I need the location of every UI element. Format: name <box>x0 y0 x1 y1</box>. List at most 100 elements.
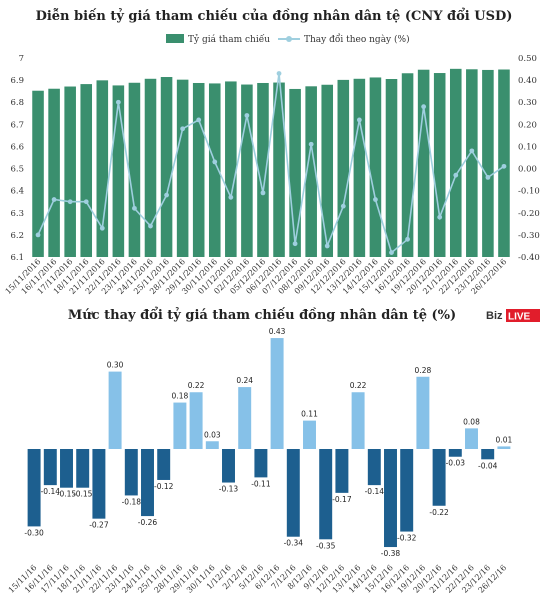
bottom-data-label: 0.43 <box>269 327 286 336</box>
bottom-bar <box>205 441 219 449</box>
change-point <box>276 71 282 76</box>
legend-line-label: Thay đổi theo ngày (%) <box>304 33 410 45</box>
top-bar <box>48 88 60 258</box>
bottom-data-label: -0.15 <box>73 490 93 499</box>
left-y-tick: 6.8 <box>10 98 24 108</box>
top-chart-bars <box>32 68 510 258</box>
change-point <box>212 159 218 165</box>
bottom-data-label: -0.17 <box>332 495 352 504</box>
bottom-data-label: -0.22 <box>429 508 449 517</box>
change-point <box>51 197 57 202</box>
bottom-data-label: 0.03 <box>204 430 221 439</box>
top-bar <box>80 84 93 257</box>
top-chart-title: Diễn biến tỷ giá tham chiếu của đồng nhâ… <box>36 8 513 24</box>
change-point <box>324 243 330 249</box>
brand-suffix: LIVE <box>508 312 531 323</box>
top-bar <box>225 81 237 257</box>
top-bar <box>369 77 382 257</box>
legend-bar-label: Tỷ giá tham chiếu <box>188 34 270 45</box>
bottom-bar <box>367 449 381 486</box>
bottom-bar <box>43 449 57 486</box>
legend-bar-swatch <box>166 34 184 43</box>
bottom-data-label: -0.26 <box>138 518 158 527</box>
change-point <box>180 126 186 132</box>
bottom-data-label: 0.08 <box>463 417 480 426</box>
change-point <box>356 117 362 123</box>
bottom-bar <box>416 376 430 449</box>
right-y-tick: -0.30 <box>518 231 540 241</box>
bottom-bar <box>335 449 349 493</box>
bottom-data-label: -0.15 <box>57 490 77 499</box>
bottom-bar <box>92 449 106 519</box>
top-chart-line <box>35 71 507 255</box>
bottom-data-label: 0.22 <box>188 381 205 390</box>
top-bar <box>482 69 494 257</box>
top-bar <box>64 86 76 257</box>
change-point <box>67 199 73 205</box>
top-bar <box>449 68 462 257</box>
top-bar <box>160 77 173 257</box>
bottom-data-label: -0.04 <box>478 461 498 470</box>
top-bar <box>417 69 430 257</box>
left-y-tick: 6.5 <box>10 165 24 175</box>
top-bar <box>385 79 398 257</box>
bottom-bar <box>27 449 41 527</box>
left-y-tick: 7 <box>19 54 24 64</box>
bottom-bar <box>76 449 90 488</box>
bottom-data-label: -0.18 <box>122 497 142 506</box>
right-y-tick: 0.10 <box>518 142 537 152</box>
bottom-chart-bars <box>27 338 511 548</box>
top-bar <box>353 78 366 257</box>
right-y-tick: -0.40 <box>518 253 540 263</box>
bottom-data-label: -0.30 <box>24 528 44 537</box>
change-point <box>485 175 491 180</box>
bottom-data-label: 0.22 <box>350 381 367 390</box>
bottom-data-label: -0.34 <box>284 539 304 548</box>
top-chart-x-ticks: 15/11/201616/11/201617/11/201618/11/2016… <box>3 257 508 296</box>
left-y-tick: 6.7 <box>10 120 24 130</box>
bottom-data-label: -0.35 <box>316 541 336 550</box>
bottom-bar <box>319 449 333 540</box>
change-point <box>453 172 459 178</box>
change-line <box>37 73 505 254</box>
right-y-tick: 0.00 <box>518 165 537 175</box>
top-bar <box>305 86 317 258</box>
bottom-bar <box>432 449 446 506</box>
change-point <box>405 236 410 242</box>
top-bar <box>466 69 478 257</box>
change-point <box>196 117 202 123</box>
bottom-chart-title: Mức thay đổi tỷ giá tham chiếu đồng nhân… <box>68 307 456 323</box>
bottom-bar <box>173 402 187 449</box>
bottom-bar <box>254 449 268 478</box>
left-y-tick: 6.6 <box>10 142 24 152</box>
bottom-data-label: 0.18 <box>172 392 189 401</box>
change-point <box>292 241 298 247</box>
right-y-tick: 0.20 <box>518 120 537 130</box>
top-bar <box>176 79 189 258</box>
top-bar <box>192 82 205 257</box>
brand-prefix: Biz <box>486 310 503 322</box>
bottom-bar <box>384 449 397 548</box>
top-bar <box>401 73 414 257</box>
change-point <box>83 199 89 205</box>
left-y-tick: 6.2 <box>10 231 24 241</box>
bottom-bar <box>189 392 203 449</box>
change-point <box>99 225 105 231</box>
change-point <box>115 99 121 105</box>
bottom-bar <box>270 338 284 449</box>
bottom-data-label: 0.28 <box>415 366 432 375</box>
top-bar <box>208 83 221 257</box>
bottom-bar <box>238 387 252 449</box>
top-bar <box>273 82 285 257</box>
bottom-chart-data-labels: -0.30-0.14-0.15-0.15-0.270.30-0.18-0.26-… <box>24 327 512 558</box>
right-y-tick: 0.30 <box>518 98 537 108</box>
change-point <box>308 141 314 147</box>
top-chart-right-axis: -0.40 -0.30 -0.20 -0.10 0.00 0.10 0.20 0.30 0.40… <box>518 54 540 263</box>
top-bar <box>433 73 446 257</box>
change-point <box>389 250 394 255</box>
change-point <box>469 148 475 154</box>
bottom-bar <box>157 449 171 480</box>
bottom-data-label: -0.14 <box>41 487 61 496</box>
bottom-data-label: 0.24 <box>236 376 253 385</box>
